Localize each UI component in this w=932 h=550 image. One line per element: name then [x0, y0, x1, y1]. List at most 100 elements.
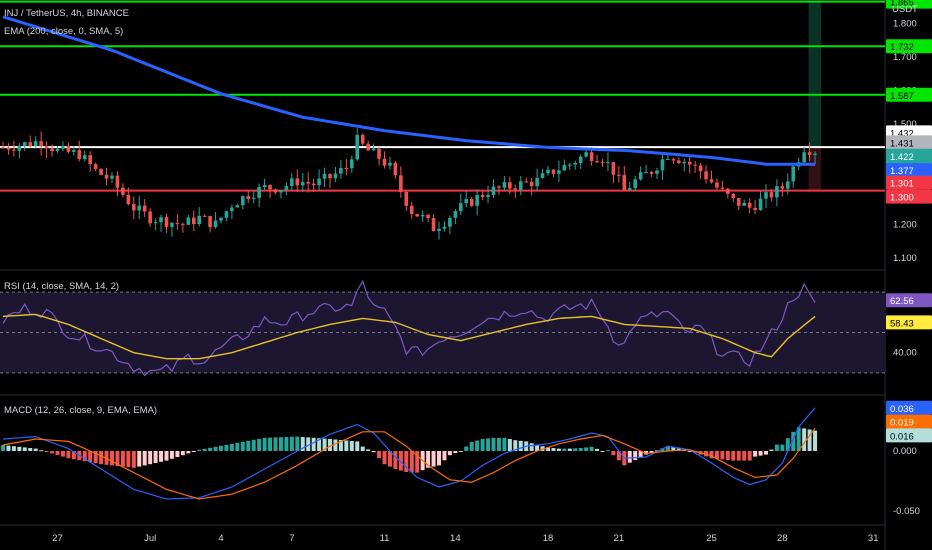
macd-histogram-bar: [148, 451, 153, 465]
candle-body: [317, 178, 321, 186]
candle: [6, 143, 11, 155]
rsi-band-fill: [0, 292, 885, 373]
candle: [246, 191, 251, 204]
rsi-ma-line[interactable]: [2, 313, 816, 360]
macd-tag: [886, 428, 932, 443]
price-tag: [886, 189, 932, 204]
candle-body: [77, 150, 82, 160]
candle-body: [202, 215, 207, 217]
candle-body: [366, 143, 370, 151]
candle: [55, 145, 60, 153]
macd-histogram-bar: [300, 437, 305, 451]
macd-histogram-bar: [180, 451, 185, 456]
candle: [377, 146, 381, 166]
candle: [121, 183, 125, 198]
macd-histogram-bar: [535, 445, 540, 451]
macd-histogram-bar: [306, 437, 311, 451]
candle-body: [704, 171, 708, 180]
candle-body: [617, 174, 621, 176]
macd-histogram-bar: [142, 451, 147, 466]
time-tick-label: 7: [289, 533, 294, 544]
candle: [802, 146, 806, 165]
candle-body: [311, 183, 316, 186]
candle-body: [61, 145, 65, 149]
candle: [775, 179, 779, 207]
rsi-line[interactable]: [2, 279, 816, 377]
candle: [578, 154, 583, 169]
candle-body: [333, 173, 338, 179]
macd-histogram-bar: [55, 451, 60, 455]
macd-histogram-bar: [584, 447, 589, 451]
macd-legend[interactable]: MACD (12, 26, close, 9, EMA, EMA): [4, 405, 157, 416]
macd-histogram-bar: [371, 451, 376, 453]
macd-histogram-bar: [453, 451, 458, 454]
macd-histogram-bar: [164, 451, 169, 461]
candle: [12, 140, 16, 157]
price-tag: [886, 39, 932, 54]
macd-pane[interactable]: [1, 407, 818, 500]
candle-body: [758, 198, 763, 211]
candle: [360, 133, 365, 146]
candle-body: [622, 175, 627, 191]
candle: [415, 213, 419, 217]
macd-histogram-bar: [398, 451, 403, 471]
candle: [322, 167, 327, 187]
candle-body: [562, 165, 567, 171]
candle-body: [448, 217, 452, 227]
price-pane[interactable]: [0, 0, 885, 240]
macd-line[interactable]: [2, 407, 816, 500]
candle-body: [50, 148, 54, 152]
time-axis[interactable]: 27 Jul 4 7 11 14 18 21 25 28 31: [52, 533, 878, 544]
price-tag-label: 1.300: [890, 193, 914, 204]
rsi-pane[interactable]: [0, 279, 885, 377]
macd-histogram-bar: [687, 451, 692, 452]
candle-body: [578, 156, 583, 164]
candle: [480, 191, 485, 201]
candle-body: [600, 162, 605, 164]
macd-histogram-bar: [295, 436, 300, 451]
candle: [241, 195, 245, 210]
candle-body: [251, 197, 256, 199]
macd-histogram-bar: [496, 437, 501, 451]
rsi-legend[interactable]: RSI (14, close, SMA, 14, 2): [4, 281, 119, 292]
candle: [170, 222, 174, 237]
candle-body: [502, 182, 507, 188]
candle-body: [88, 155, 92, 165]
candle: [175, 214, 180, 230]
ema-legend[interactable]: EMA (200, close, 0, SMA, 5): [4, 26, 123, 37]
time-tick-label: 21: [614, 533, 625, 544]
macd-histogram-bar: [813, 430, 818, 451]
price-axis[interactable]: 1.1001.2001.3001.4001.5001.6001.7001.800…: [886, 0, 932, 517]
candle: [791, 162, 796, 188]
candle: [786, 173, 790, 195]
candle: [649, 170, 654, 178]
candle: [568, 163, 572, 170]
candle-body: [791, 166, 796, 182]
candle-body: [148, 211, 152, 224]
signal-line[interactable]: [2, 427, 816, 500]
candle-body: [720, 187, 725, 189]
candle: [333, 167, 338, 183]
macd-histogram-bar: [796, 427, 801, 451]
macd-histogram-bar: [573, 448, 578, 451]
candle-body: [753, 207, 757, 211]
candle-body: [595, 161, 599, 163]
candle: [557, 160, 561, 183]
ema-200-line[interactable]: [2, 15, 816, 166]
candle: [142, 199, 147, 218]
candle: [715, 178, 719, 190]
macd-histogram-bar: [268, 437, 273, 451]
macd-histogram-bar: [338, 439, 343, 451]
macd-histogram-bar: [229, 443, 234, 451]
macd-histogram-bar: [213, 446, 218, 451]
price-tag-label: 1.587: [890, 91, 914, 102]
candle: [99, 168, 103, 176]
candle: [295, 169, 300, 193]
candle: [17, 143, 22, 159]
candle: [350, 155, 354, 173]
candle-body: [764, 192, 768, 199]
candle-body: [93, 164, 98, 170]
candle-body: [360, 134, 365, 144]
macd-histogram-bar: [240, 441, 245, 451]
